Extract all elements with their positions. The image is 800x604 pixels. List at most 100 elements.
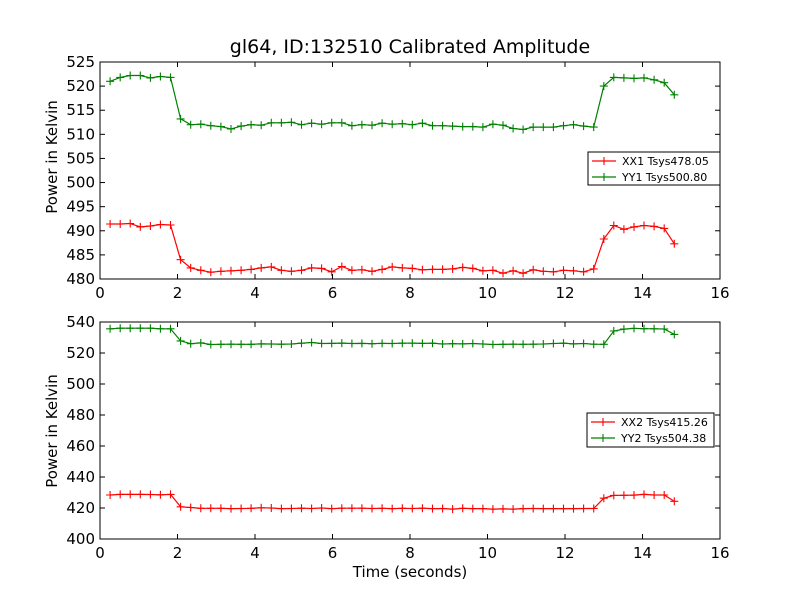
bottom-series-1-point xyxy=(206,504,215,513)
top-series-1-point xyxy=(650,222,659,231)
bottom-series-1-point xyxy=(619,491,628,500)
top-series-1-point xyxy=(660,224,669,233)
top-x-tick-label: 0 xyxy=(95,284,105,302)
top-series-2-point xyxy=(146,73,155,82)
bottom-y-tick-label: 520 xyxy=(66,344,95,362)
bottom-series-2-point xyxy=(327,339,336,348)
top-series-1-point xyxy=(549,267,558,276)
top-series-1-point xyxy=(529,265,538,274)
bottom-series-2-point xyxy=(599,340,608,349)
top-x-tick-label: 16 xyxy=(710,284,729,302)
bottom-series-1-point xyxy=(640,490,648,499)
bottom-series-2-point xyxy=(589,340,598,349)
bottom-series-1-point xyxy=(509,505,518,514)
top-series-1-point xyxy=(106,220,115,228)
top-series-2-point xyxy=(650,75,659,84)
top-y-tick-label: 500 xyxy=(66,174,95,192)
top-series-1-point xyxy=(126,219,135,228)
top-series-2-point xyxy=(398,119,407,128)
top-series-1-point xyxy=(267,262,276,271)
bottom-series-1-point xyxy=(237,504,246,513)
top-series-1-point xyxy=(347,266,356,275)
bottom-series-2-point xyxy=(357,339,366,348)
top-series-2-point xyxy=(559,121,568,130)
bottom-series-1-point xyxy=(146,490,155,499)
bottom-series-1-point xyxy=(398,504,407,513)
top-y-tick-label: 515 xyxy=(66,101,95,119)
top-series-2-point xyxy=(589,123,598,132)
top-series-2-point xyxy=(116,73,125,82)
top-series-1-point xyxy=(136,222,145,231)
bottom-series-1-point xyxy=(569,504,578,513)
bottom-series-2-point xyxy=(428,339,437,348)
bottom-series-2-point xyxy=(650,324,659,333)
top-series-1-point xyxy=(398,263,407,272)
top-y-tick-label: 510 xyxy=(66,125,95,143)
top-series-2-point xyxy=(247,120,256,129)
bottom-series-2-point xyxy=(640,324,648,333)
bottom-series-2-point xyxy=(337,339,346,348)
bottom-series-2-point xyxy=(579,339,588,348)
top-series-2-point xyxy=(418,119,427,128)
top-y-tick-label: 480 xyxy=(66,270,95,288)
bottom-series-2-point xyxy=(630,324,638,333)
top-series-1-point xyxy=(599,235,608,243)
bottom-series-2-point xyxy=(146,324,155,333)
top-series-2-point xyxy=(327,118,336,127)
bottom-series-2-point xyxy=(448,339,457,348)
bottom-series-2-point xyxy=(287,340,296,348)
top-series-2-point xyxy=(166,73,175,82)
bottom-series-1-point xyxy=(156,490,165,499)
top-series-1-point xyxy=(257,263,266,272)
bottom-series-1-point xyxy=(126,490,135,499)
bottom-series-2-point xyxy=(378,339,387,348)
bottom-series-2-point xyxy=(438,340,447,348)
top-series-2-point xyxy=(186,120,195,129)
top-series-1-point xyxy=(116,220,125,228)
bottom-series-2-point xyxy=(136,324,145,333)
bottom-series-2-point xyxy=(297,339,306,348)
top-series-2-point xyxy=(136,71,145,80)
bottom-series-2-point xyxy=(499,340,507,349)
top-series-2-point xyxy=(529,123,538,132)
bottom-series-1-point xyxy=(227,504,235,513)
top-series-2-point xyxy=(448,122,457,131)
bottom-series-2-point xyxy=(277,340,286,349)
bottom-series-2-point xyxy=(156,324,165,333)
top-series-1-point xyxy=(458,263,467,272)
top-series-2-point xyxy=(539,123,548,132)
bottom-series-1-point xyxy=(176,502,185,511)
bottom-series-1-point xyxy=(257,503,266,512)
bottom-x-tick-label: 10 xyxy=(478,544,497,562)
bottom-series-1-point xyxy=(499,504,507,513)
bottom-x-tick-label: 12 xyxy=(555,544,574,562)
top-series-2-point xyxy=(428,121,437,130)
top-series-1-point xyxy=(216,267,225,276)
bottom-series-1-point xyxy=(549,504,558,513)
bottom-series-2-point xyxy=(247,340,256,349)
top-series-2-point xyxy=(619,73,628,82)
top-series-1-point xyxy=(488,266,497,275)
bottom-series-2-point xyxy=(478,340,487,348)
top-series-1-point xyxy=(378,265,387,274)
bottom-y-tick-label: 420 xyxy=(66,499,95,517)
top-legend-marker-1 xyxy=(600,157,608,165)
bottom-series-1-point xyxy=(408,504,417,513)
bottom-y-tick-label: 480 xyxy=(66,406,95,424)
top-series-1-point xyxy=(559,266,568,275)
top-series-2-point xyxy=(206,121,215,130)
top-series-1-point xyxy=(569,266,578,275)
top-series-2-point xyxy=(569,120,578,129)
top-series-1-point xyxy=(579,267,588,276)
top-legend-marker-2 xyxy=(600,173,608,181)
bottom-series-1-point xyxy=(448,505,457,514)
bottom-series-2-point xyxy=(317,339,326,348)
top-x-tick-label: 12 xyxy=(555,284,574,302)
top-series-1-point xyxy=(619,225,628,234)
top-series-1-point xyxy=(357,265,366,274)
bottom-series-2-point xyxy=(126,324,135,333)
top-series-1-point xyxy=(388,262,397,271)
chart-title: gl64, ID:132510 Calibrated Amplitude xyxy=(230,36,590,58)
bottom-series-1-point xyxy=(136,490,145,499)
top-series-2-point xyxy=(237,122,246,131)
